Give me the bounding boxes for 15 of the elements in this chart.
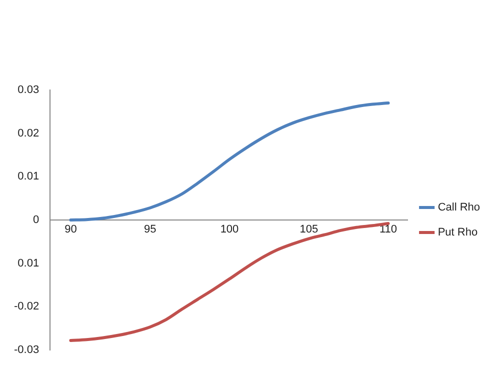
y-tick-label: -0.02 <box>14 300 40 313</box>
legend-label: Call Rho <box>438 202 480 214</box>
y-tick-label: -0.03 <box>14 344 40 356</box>
x-tick-label: 90 <box>64 224 77 236</box>
x-tick-label: 105 <box>300 224 318 236</box>
y-tick-label: 0 <box>32 214 40 226</box>
y-tick-label: 0.01 <box>18 257 40 270</box>
x-tick-label: 100 <box>220 224 239 236</box>
line-series <box>69 102 390 222</box>
x-tick-label: 95 <box>144 224 156 236</box>
legend-label: Put Rho <box>438 226 478 239</box>
y-tick-label: 0.02 <box>18 127 40 140</box>
x-tick-label: 110 <box>379 224 398 236</box>
y-tick-label: 0.01 <box>18 170 40 183</box>
y-tick-label: 0.03 <box>18 84 40 96</box>
